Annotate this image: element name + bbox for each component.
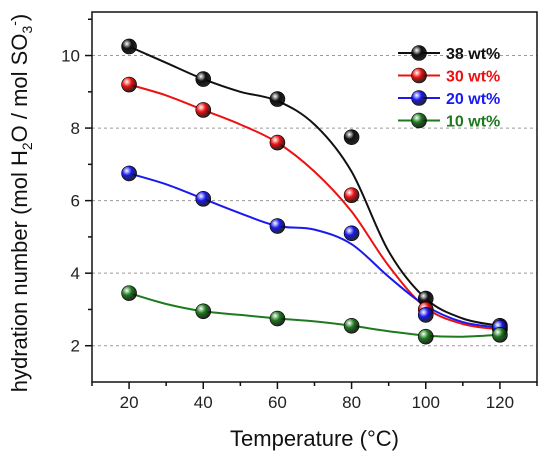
y-axis-title-part: ) [7, 14, 32, 21]
legend-label: 38 wt% [446, 46, 500, 63]
data-point [343, 187, 360, 203]
legend-label: 30 wt% [446, 69, 500, 86]
series-line [128, 45, 501, 327]
data-point [121, 165, 137, 182]
series-line [128, 292, 500, 338]
data-point [492, 327, 508, 343]
data-point [121, 76, 137, 93]
data-point [195, 303, 212, 320]
y-tick-label: 10 [61, 47, 80, 66]
y-tick-label: 4 [71, 264, 80, 283]
series-line [128, 83, 501, 331]
series-points [121, 38, 508, 345]
x-tick-label: 60 [268, 393, 287, 412]
legend-label: 20 wt% [446, 91, 500, 108]
x-tick-label: 20 [120, 393, 139, 412]
grid [92, 55, 537, 347]
data-point [343, 129, 360, 145]
legend: 38 wt% 30 wt% 20 wt% 10 wt% [398, 45, 500, 131]
data-point [121, 38, 137, 55]
legend-marker [411, 90, 427, 106]
data-point [269, 310, 286, 327]
legend-marker [411, 112, 427, 129]
data-point [121, 285, 137, 301]
x-tick-label: 120 [486, 393, 514, 412]
data-point [343, 225, 360, 242]
x-tick-label: 40 [194, 393, 213, 412]
data-point [417, 328, 434, 345]
legend-marker [411, 45, 427, 61]
y-tick-label: 8 [71, 119, 80, 138]
y-axis-title: hydration number (mol H2O / mol SO3-) [6, 14, 35, 393]
series-lines [128, 45, 501, 338]
y-axis-title-part: O / mol SO [7, 34, 32, 143]
data-point [269, 91, 286, 107]
data-point [195, 191, 212, 207]
y-axis-title-sub: 3 [19, 26, 35, 34]
legend-marker [411, 67, 427, 84]
y-axis-title-sup: - [6, 21, 22, 26]
data-point [269, 218, 286, 234]
x-axis-title: Temperature (°C) [230, 426, 399, 451]
data-point [269, 134, 286, 151]
data-point [343, 317, 360, 334]
y-tick-label: 2 [71, 337, 80, 356]
data-point [417, 307, 434, 323]
x-tick-label: 80 [342, 393, 361, 412]
data-point [195, 102, 212, 118]
axis-ticks: 20 40 60 80 100 120 2 4 6 8 10 [61, 18, 538, 412]
y-axis-title-sub: 2 [19, 142, 35, 150]
y-tick-label: 6 [71, 192, 80, 211]
data-point [195, 71, 212, 87]
series-line [128, 172, 501, 329]
y-axis-title-part: hydration number (mol H [7, 150, 32, 392]
x-tick-label: 100 [412, 393, 440, 412]
legend-label: 10 wt% [446, 114, 500, 131]
